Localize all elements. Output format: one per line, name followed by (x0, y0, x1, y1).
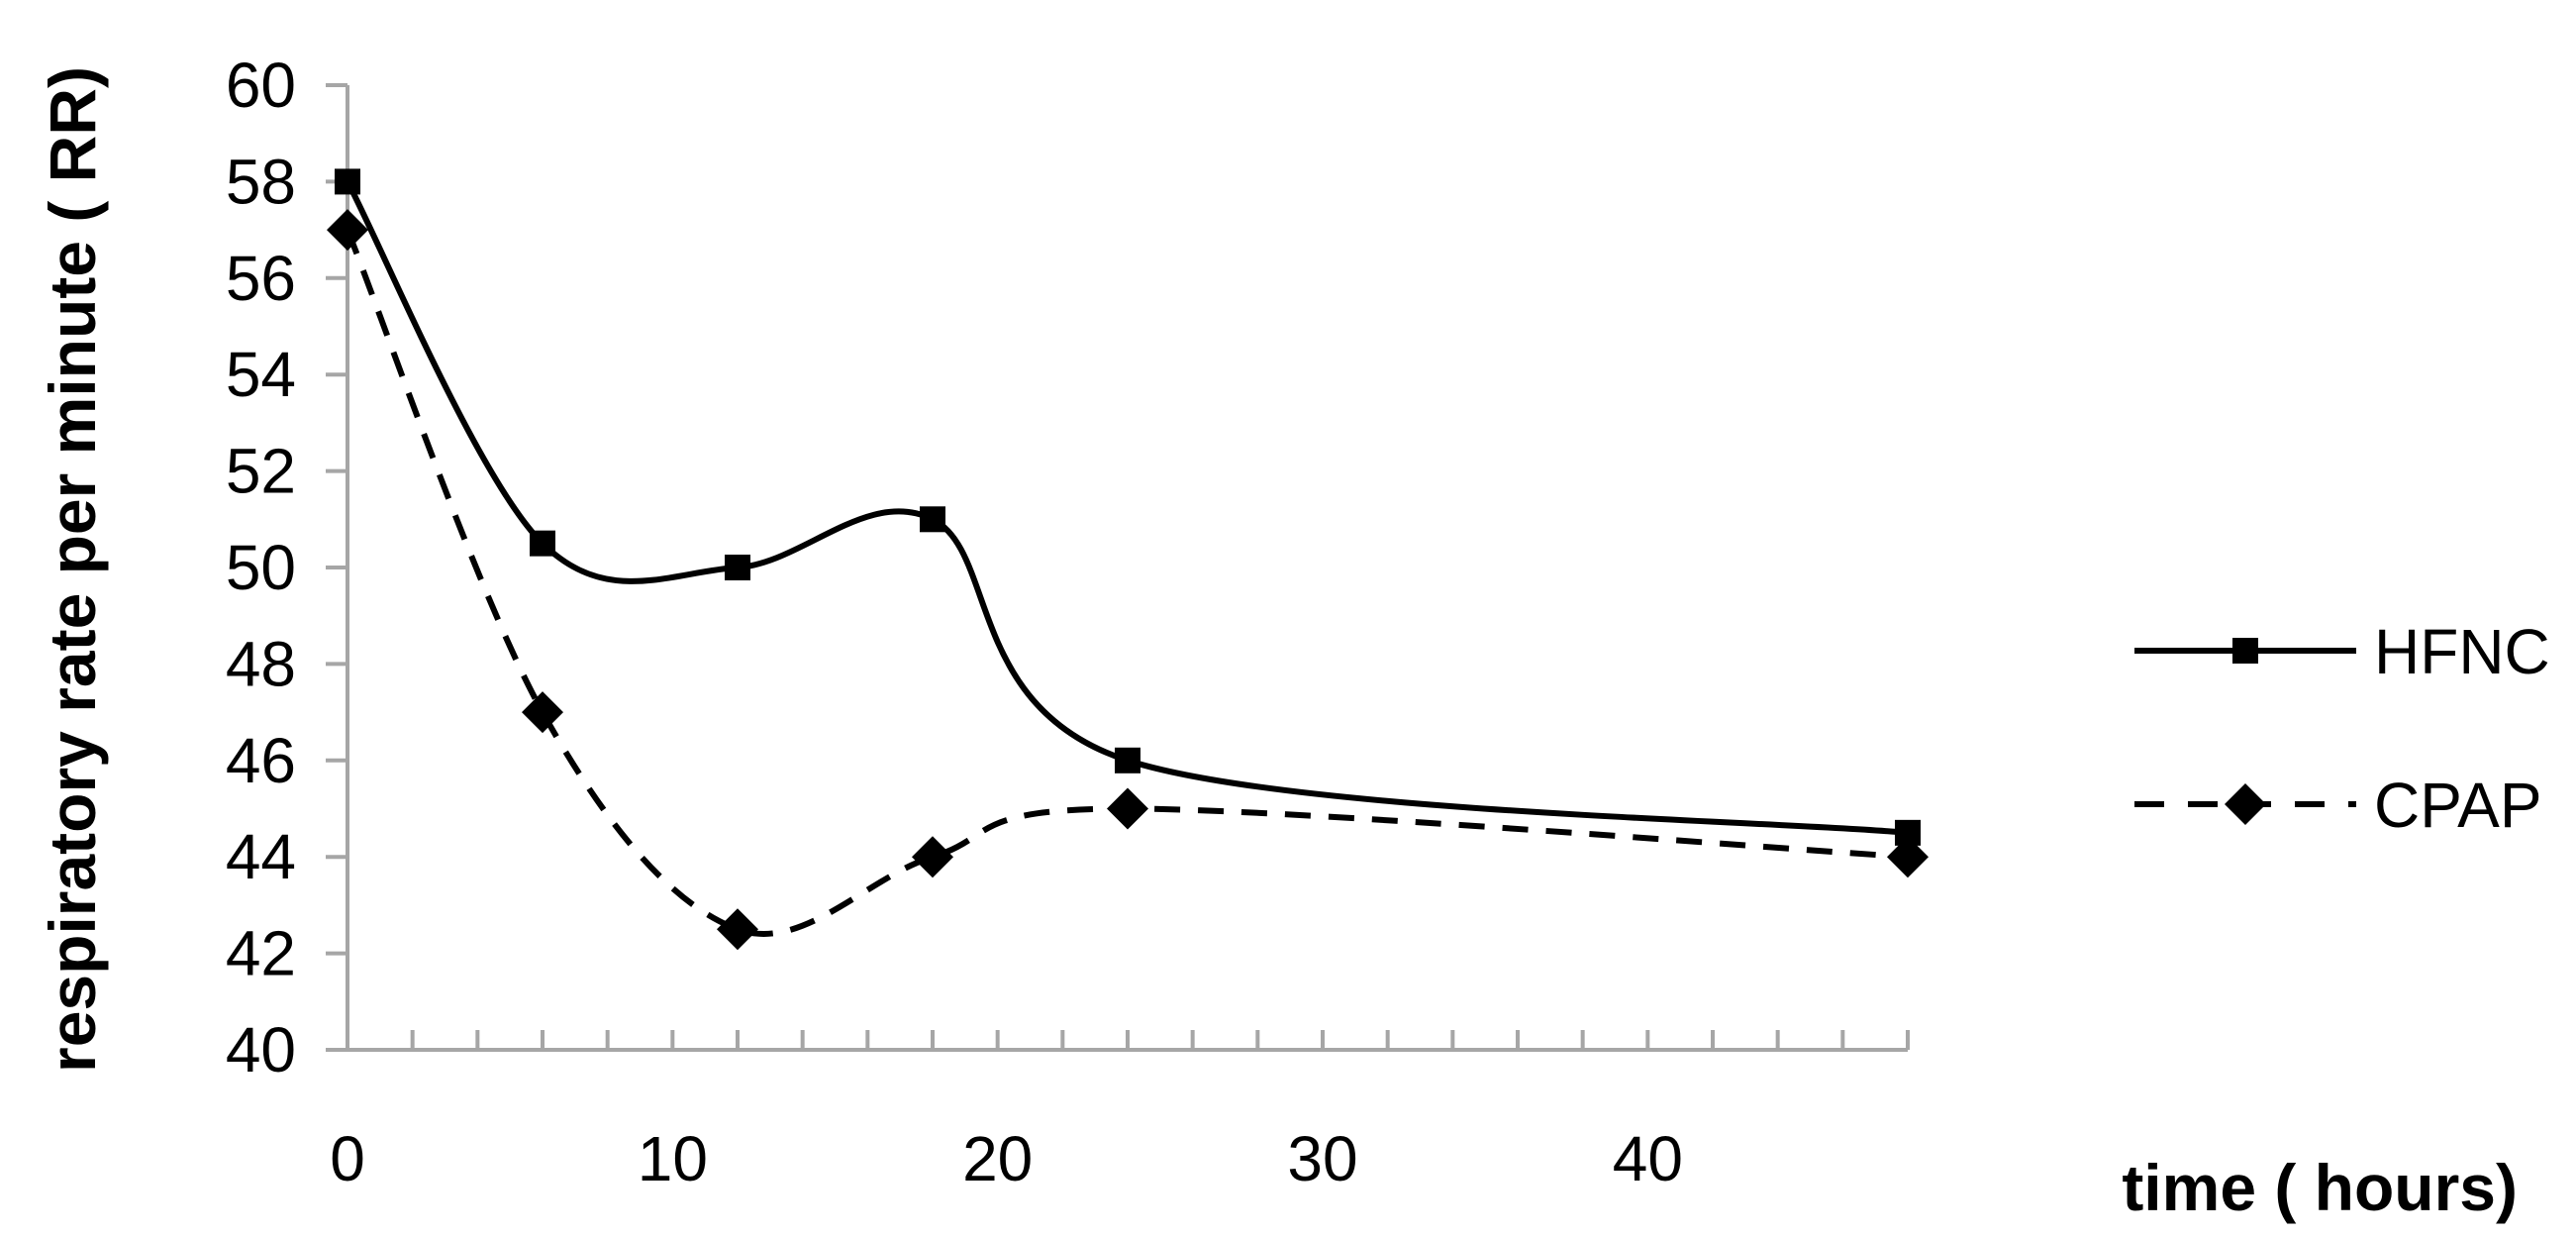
cpap-line (345, 228, 1909, 937)
y-tick-label: 40 (226, 1014, 296, 1085)
cpap-point (1887, 836, 1929, 878)
hfnc-point (725, 555, 750, 580)
y-tick-label: 44 (226, 821, 296, 892)
hfnc-point (920, 506, 945, 533)
x-tick-label: 10 (638, 1123, 708, 1194)
x-tick-label: 40 (1613, 1123, 1683, 1194)
cpap-point (912, 836, 953, 878)
legend-hfnc-marker (2232, 638, 2258, 664)
x-axis-title: time ( hours) (2122, 1151, 2518, 1224)
y-tick-label: 54 (226, 339, 296, 410)
y-tick-label: 60 (226, 50, 296, 121)
cpap-point (327, 209, 368, 252)
y-tick-label: 46 (226, 725, 296, 796)
hfnc-point (530, 530, 555, 557)
series-layer (327, 168, 1929, 951)
x-tick-label: 0 (330, 1123, 365, 1194)
y-tick-label: 50 (226, 532, 296, 603)
x-tick-label: 30 (1287, 1123, 1357, 1194)
hfnc-point (1115, 747, 1140, 774)
series-hfnc (335, 168, 1921, 846)
cpap-point (1107, 787, 1148, 830)
y-tick-label: 42 (226, 918, 296, 989)
cpap-point (522, 691, 563, 734)
y-tick-label: 48 (226, 628, 296, 699)
legend: HFNC CPAP (2134, 616, 2550, 841)
series-cpap (327, 209, 1929, 951)
hfnc-point (335, 168, 360, 195)
y-axis-title: respiratory rate per minute ( RR) (36, 66, 109, 1073)
tick-labels: 40 42 44 46 48 50 52 54 56 58 60 0 10 20 30 40 (226, 50, 1683, 1194)
legend-hfnc-label: HFNC (2374, 616, 2550, 687)
hfnc-line (345, 179, 1909, 836)
y-tick-label: 52 (226, 436, 296, 507)
legend-cpap-marker (2225, 783, 2266, 825)
legend-cpap-label: CPAP (2374, 770, 2542, 841)
axes (326, 83, 1910, 1052)
cpap-point (717, 908, 758, 951)
x-tick-label: 20 (962, 1123, 1033, 1194)
y-tick-label: 56 (226, 243, 296, 314)
y-tick-label: 58 (226, 146, 296, 217)
